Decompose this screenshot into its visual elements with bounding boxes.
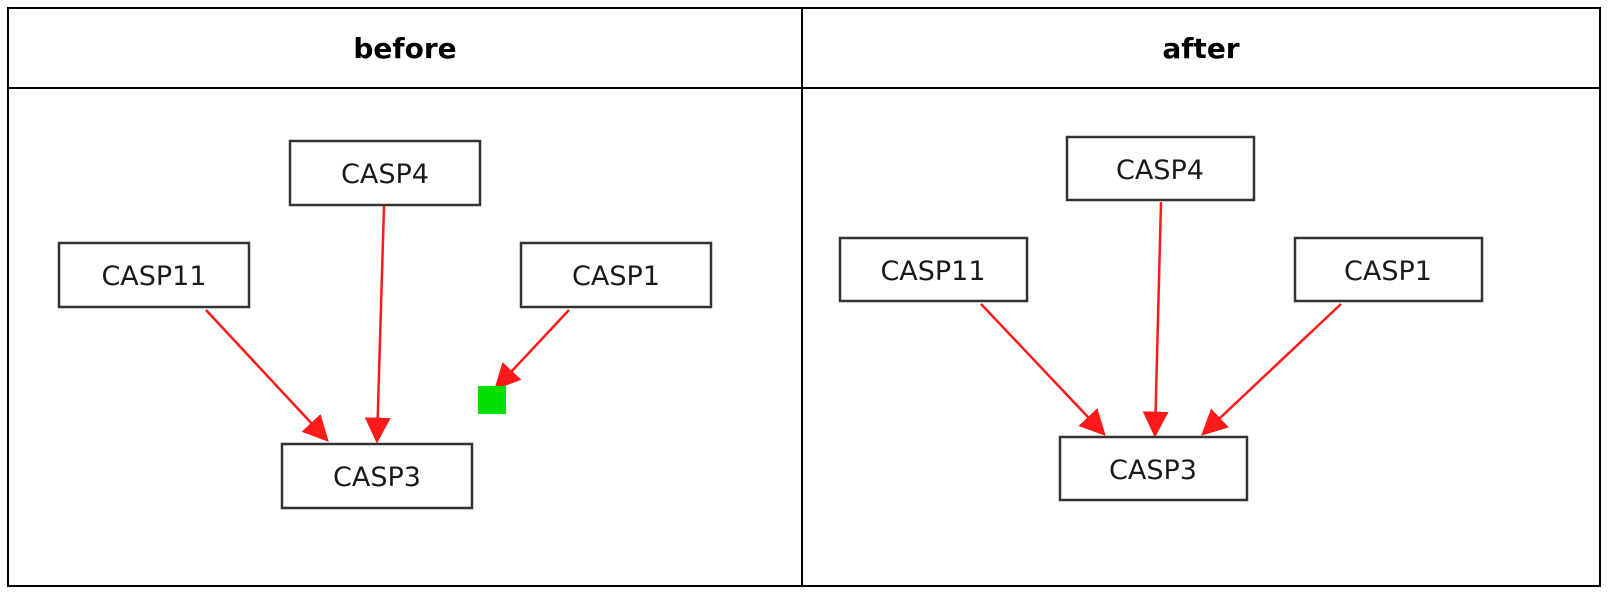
node-label: CASP1	[572, 261, 660, 292]
node-casp1[interactable]: CASP1	[1293, 236, 1484, 303]
node-label: CASP3	[1109, 455, 1197, 486]
node-casp11[interactable]: CASP11	[838, 236, 1029, 303]
after-header: after	[1162, 31, 1240, 65]
node-label: CASP11	[101, 261, 206, 292]
node-casp1[interactable]: CASP1	[519, 241, 713, 309]
before-header: before	[353, 31, 457, 65]
node-casp4[interactable]: CASP4	[1065, 135, 1256, 202]
after-diagram: CASP4 CASP11 CASP1 CASP3	[838, 135, 1484, 502]
header-divider	[7, 87, 1601, 89]
edge-casp1-casp3	[1201, 303, 1342, 436]
edge-casp11-casp3	[980, 303, 1106, 436]
node-label: CASP3	[333, 462, 421, 493]
node-casp3[interactable]: CASP3	[280, 442, 474, 510]
node-label: CASP11	[880, 256, 985, 287]
edge-casp4-casp3	[364, 205, 391, 444]
edge-casp11-casp3	[205, 309, 329, 442]
node-label: CASP1	[1344, 256, 1432, 287]
node-label: CASP4	[341, 159, 429, 190]
before-diagram: CASP4 CASP11 CASP1 CASP3	[57, 139, 713, 510]
node-label: CASP4	[1116, 155, 1204, 186]
node-casp3[interactable]: CASP3	[1058, 435, 1249, 502]
edge-casp1-detached	[494, 309, 570, 390]
column-divider	[801, 7, 803, 587]
comparison-table	[7, 7, 1601, 587]
node-casp11[interactable]: CASP11	[57, 241, 251, 309]
green-square-marker[interactable]	[478, 386, 506, 414]
edge-casp4-casp3	[1142, 201, 1169, 438]
node-casp4[interactable]: CASP4	[288, 139, 482, 207]
